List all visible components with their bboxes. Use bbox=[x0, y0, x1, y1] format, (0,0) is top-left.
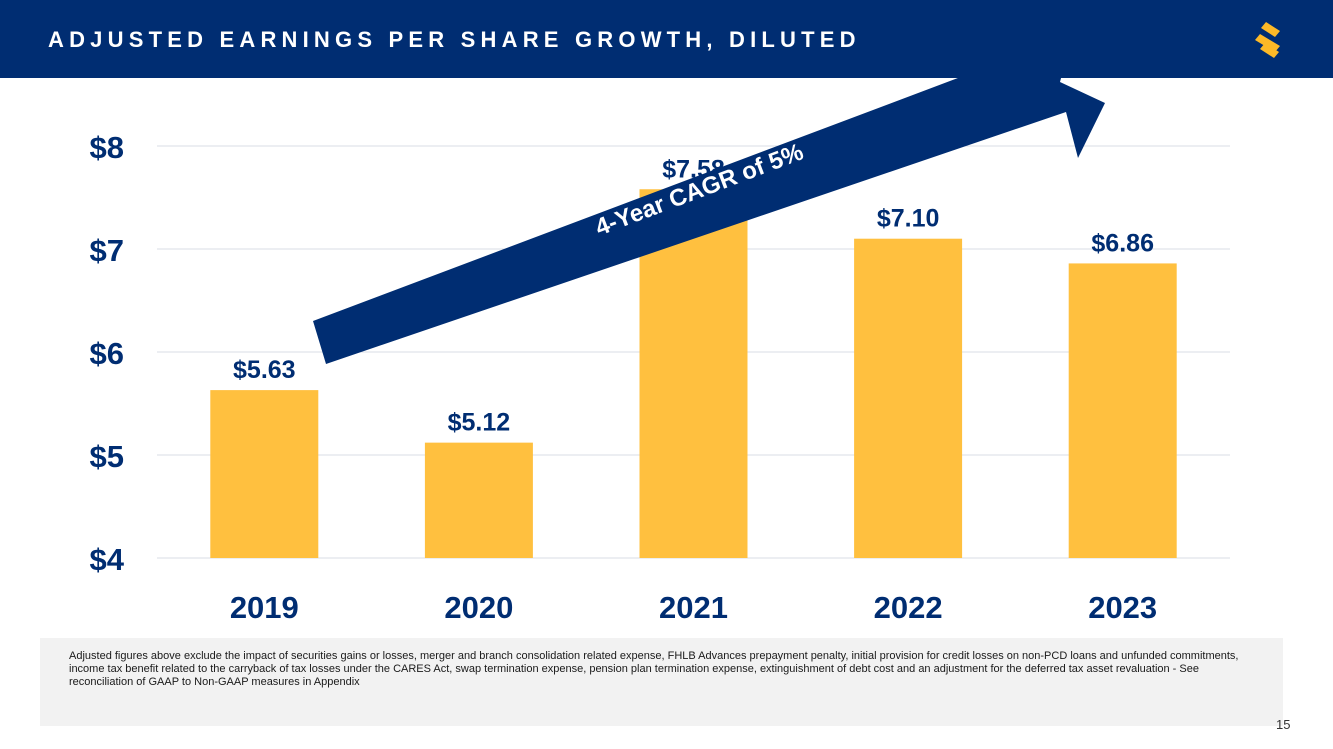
data-label: $6.86 bbox=[1091, 229, 1154, 257]
s-logo-icon bbox=[1255, 22, 1280, 58]
y-tick-label: $6 bbox=[90, 336, 124, 371]
y-tick-label: $4 bbox=[90, 542, 125, 577]
y-tick-label: $7 bbox=[90, 233, 124, 268]
data-label: $5.12 bbox=[448, 409, 511, 437]
x-tick-label: 2019 bbox=[230, 590, 299, 625]
bar-2022 bbox=[854, 238, 963, 558]
data-label: $7.10 bbox=[877, 205, 940, 233]
bar-2023 bbox=[1068, 263, 1177, 558]
page-number: 15 bbox=[1276, 717, 1291, 732]
x-tick-label: 2021 bbox=[659, 590, 728, 625]
footnote-box: Adjusted figures above exclude the impac… bbox=[40, 638, 1283, 726]
y-tick-label: $8 bbox=[90, 130, 124, 165]
bar-2019 bbox=[210, 390, 319, 558]
footnote-text: Adjusted figures above exclude the impac… bbox=[69, 650, 1239, 688]
eps-bar-chart: $4$5$6$7$8$5.632019$5.122020$7.582021$7.… bbox=[90, 78, 1230, 625]
cagr-arrow-shape bbox=[313, 78, 1105, 364]
bar-2020 bbox=[424, 442, 533, 558]
data-label: $5.63 bbox=[233, 356, 296, 384]
x-tick-label: 2020 bbox=[444, 590, 513, 625]
x-tick-label: 2022 bbox=[874, 590, 943, 625]
x-tick-label: 2023 bbox=[1088, 590, 1157, 625]
page-title: ADJUSTED EARNINGS PER SHARE GROWTH, DILU… bbox=[48, 27, 861, 52]
y-tick-label: $5 bbox=[90, 439, 124, 474]
header-bar: ADJUSTED EARNINGS PER SHARE GROWTH, DILU… bbox=[0, 0, 1333, 78]
